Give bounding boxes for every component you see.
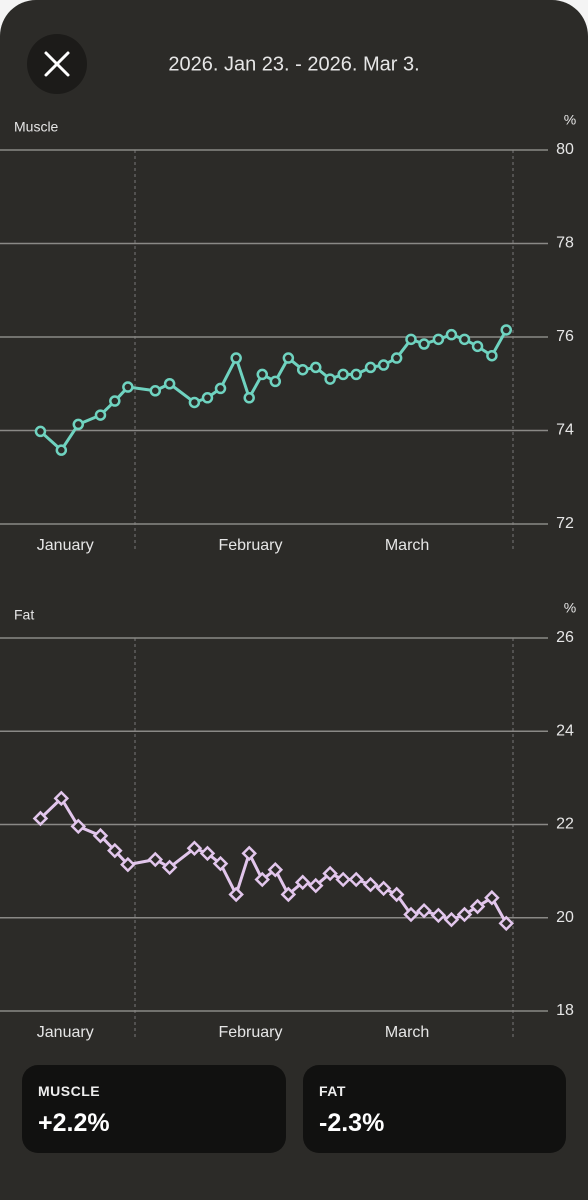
chart-title: Fat [14,607,34,623]
unit-label: % [564,600,576,616]
data-point [243,392,255,404]
summary-label: MUSCLE [38,1083,101,1099]
summary-card: MUSCLE +2.2% [22,1065,286,1153]
x-tick-label: February [218,537,282,554]
x-tick-label: March [385,537,429,554]
y-tick-label: 24 [556,722,574,739]
summary-card: FAT -2.3% [303,1065,566,1153]
data-point [32,810,49,827]
data-point [469,898,486,915]
y-tick-label: 22 [556,816,574,833]
data-line [39,796,508,925]
data-point [443,911,460,928]
data-point [335,871,351,888]
data-point [163,378,176,390]
y-tick-label: 26 [556,629,574,646]
y-tick-label: 74 [556,422,574,439]
data-point [484,889,500,906]
data-point [445,328,458,341]
summary-label: FAT [319,1083,346,1099]
y-tick-label: 20 [556,909,574,926]
data-point [432,333,445,346]
data-point [294,874,311,891]
data-point [405,333,417,346]
data-point [70,818,87,835]
data-point [500,324,512,336]
data-point [486,349,498,362]
data-point [498,915,515,932]
close-icon [44,51,70,77]
data-point [34,425,47,438]
data-point [212,855,229,872]
data-point [322,865,338,882]
data-point [161,859,178,876]
data-point [109,395,121,407]
data-point [199,845,216,862]
date-range: 2026. Jan 23. - 2026. Mar 3. [168,53,419,75]
data-point [269,375,282,388]
data-point [72,418,85,431]
data-point [375,880,392,897]
data-point [230,352,242,364]
y-tick-label: 80 [556,141,574,158]
data-line [39,329,508,452]
data-point [120,856,136,873]
data-point [350,368,362,381]
y-tick-label: 76 [556,328,574,345]
unit-label: % [564,112,576,128]
data-point [403,906,419,923]
data-point [256,368,269,381]
y-tick-label: 18 [556,1002,574,1019]
data-point [53,790,70,807]
data-point [458,333,471,346]
data-point [471,340,484,353]
data-point [55,444,68,456]
data-point [307,877,324,894]
data-point [267,861,284,878]
x-tick-label: January [37,1024,94,1041]
data-point [324,373,336,385]
chart-title: Muscle [14,119,59,135]
data-point [241,845,257,862]
data-point [214,382,227,395]
data-point [188,396,201,409]
data-point [348,871,364,888]
x-tick-label: February [218,1024,282,1041]
x-tick-label: January [37,537,94,554]
data-point [149,385,162,397]
data-point [310,361,322,374]
data-point [186,840,203,857]
data-point [282,352,295,364]
data-point [362,876,379,893]
data-point [296,363,309,376]
summary-value: +2.2% [38,1109,110,1137]
y-tick-label: 78 [556,235,574,252]
data-point [201,392,214,404]
data-point [92,827,109,844]
data-point [107,842,123,859]
y-tick-label: 72 [556,515,574,532]
data-point [390,352,403,364]
data-point [416,902,432,919]
x-tick-label: March [385,1024,429,1041]
data-point [254,871,271,888]
data-point [456,906,473,923]
data-point [418,338,430,350]
data-point [122,381,134,393]
data-point [430,907,447,924]
data-point [388,886,405,903]
data-point [280,886,297,903]
data-point [337,368,349,381]
summary-value: -2.3% [319,1109,385,1137]
data-point [147,851,164,868]
data-point [377,359,390,371]
data-point [94,409,107,421]
data-point [228,886,244,903]
data-point [364,361,377,374]
